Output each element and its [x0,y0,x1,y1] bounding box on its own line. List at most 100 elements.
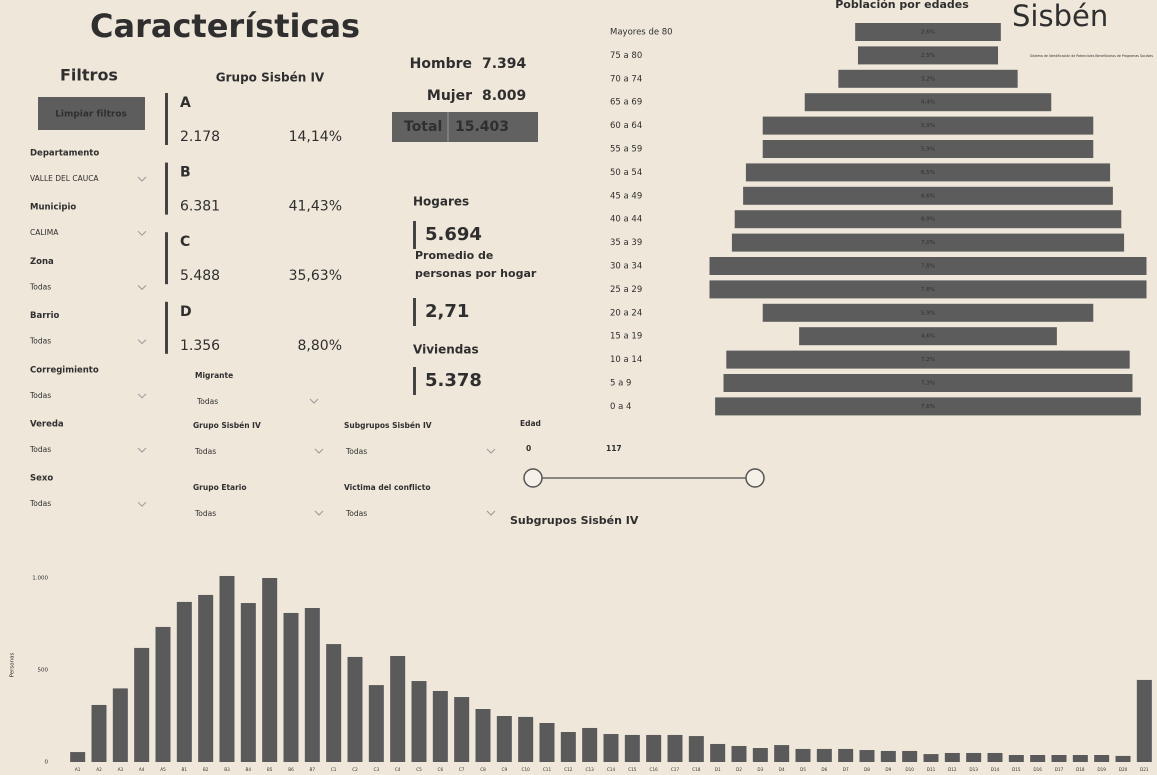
category-label: 50 a 54 [610,168,642,178]
funnel-bar [804,93,1052,112]
slider-handle[interactable] [523,468,543,488]
bar [134,647,150,762]
bar [902,750,918,762]
dropdown-chevron[interactable] [137,339,147,345]
dropdown-chevron[interactable] [314,448,324,454]
filter-value: Todas [29,337,51,346]
value-label: 6,5% [921,170,935,176]
x-tick-label: B3 [224,767,230,772]
kpi-accent [413,367,416,395]
x-tick-label: C6 [438,767,444,772]
x-tick-label: C16 [650,767,659,772]
x-tick-label: B2 [203,767,209,772]
filter-value: Todas [29,499,51,508]
dropdown-chevron[interactable] [486,448,496,454]
bar [1051,755,1067,762]
group-percent: 8,80% [298,338,342,354]
group-count: 1.356 [180,338,220,354]
women-label: Mujer [427,88,472,104]
bar [752,748,768,762]
logo: Sisbén [1012,0,1108,33]
x-tick-label: D15 [1012,767,1021,772]
y-tick-label: 500 [38,668,49,674]
bar [688,736,704,762]
dropdown-chevron[interactable] [137,501,147,507]
dropdown-chevron[interactable] [486,510,496,516]
average-label: Promedio de [415,249,493,262]
x-tick-label: D9 [885,767,891,772]
filter-value: Todas [29,282,51,291]
x-tick-label: D16 [1033,767,1042,772]
bar [219,575,235,762]
value-label: 2,6% [921,30,935,36]
slider-handle[interactable] [745,468,765,488]
value-label: 5,9% [921,310,935,316]
dropdown-chevron[interactable] [137,230,147,236]
x-tick-label: A4 [139,767,145,772]
category-label: 45 a 49 [610,191,642,201]
x-tick-label: A5 [160,767,166,772]
x-tick-label: C14 [607,767,616,772]
bar [603,734,619,762]
bar [240,603,256,762]
value-label: 2,5% [921,53,935,59]
bar [176,601,192,762]
funnel-bar [726,350,1130,369]
funnel-bar [745,163,1111,182]
category-label: 30 a 34 [610,262,642,272]
dropdown-chevron[interactable] [314,510,324,516]
x-tick-label: A1 [75,767,81,772]
group-accent [165,301,168,354]
x-tick-label: B6 [288,767,294,772]
x-tick-label: D5 [800,767,806,772]
value-label: 3,2% [921,76,935,82]
dropdown-chevron[interactable] [137,447,147,453]
x-tick-label: C17 [671,767,680,772]
group-accent [165,162,168,215]
category-label: 5 a 9 [610,379,631,389]
bar [262,578,278,762]
dropdown-chevron[interactable] [137,393,147,399]
x-tick-label: D17 [1055,767,1064,772]
x-tick-label: C4 [395,767,401,772]
bar [496,716,512,762]
group-letter: A [180,95,191,111]
category-label: 60 a 64 [610,121,642,131]
x-tick-label: B7 [310,767,316,772]
clear-filters-button[interactable] [38,97,145,130]
dropdown-chevron[interactable] [309,398,319,404]
x-tick-label: D19 [1097,767,1106,772]
bar [475,709,491,762]
funnel-bar [734,210,1122,229]
category-label: 20 a 24 [610,308,642,318]
filter-value: CALIMA [30,228,59,237]
group-count: 2.178 [180,129,220,145]
category-label: 75 a 80 [610,51,642,61]
slider-min: 0 [526,444,531,453]
bar [667,734,683,762]
bar [155,626,171,762]
bar [1115,755,1131,762]
funnel-bar [799,327,1057,346]
funnel-bar [855,23,1001,41]
bar [326,644,342,762]
dropdown-chevron[interactable] [137,285,147,291]
y-axis-title: Personas [10,653,16,678]
bar [1008,755,1024,762]
category-label: 40 a 44 [610,215,642,225]
logo-subtitle: Sistema de Identificación de Potenciales… [1030,54,1153,58]
filter-value: Todas [345,447,367,456]
category-label: 70 a 74 [610,74,642,84]
filter-label: Zona [30,257,54,267]
x-tick-label: D20 [1119,767,1128,772]
y-tick-label: 0 [45,760,49,766]
funnel-bar [762,116,1094,135]
bar [368,685,384,762]
dropdown-chevron[interactable] [137,176,147,182]
x-tick-label: C12 [564,767,573,772]
clear-filters-label: Limpiar filtros [55,110,127,120]
x-tick-label: C15 [628,767,637,772]
x-tick-label: C9 [502,767,508,772]
group-percent: 41,43% [289,199,342,215]
